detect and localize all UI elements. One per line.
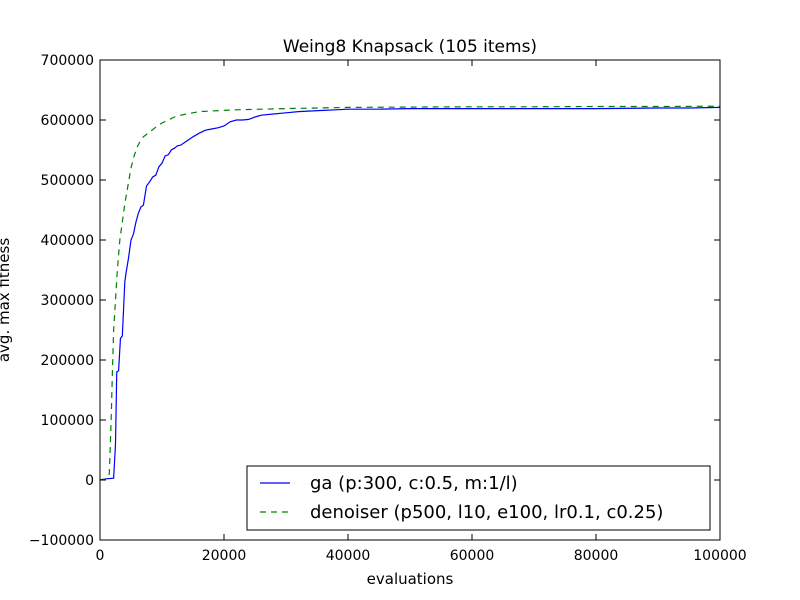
x-tick-label: 80000 — [574, 548, 619, 564]
series-line-0 — [99, 106, 721, 481]
chart-title: Weing8 Knapsack (105 items) — [283, 37, 537, 57]
legend-label-1: denoiser (p500, l10, e100, lr0.1, c0.25) — [310, 502, 663, 523]
x-tick-label: 0 — [96, 548, 105, 564]
y-tick-label: 0 — [85, 473, 94, 489]
x-tick-label: 60000 — [450, 548, 495, 564]
y-tick-label: 200000 — [41, 353, 94, 369]
y-tick-label: −100000 — [29, 533, 94, 549]
y-tick-label: 700000 — [41, 53, 94, 69]
y-axis-label: avg. max fitness — [0, 238, 13, 362]
x-tick-label: 40000 — [326, 548, 371, 564]
legend: ga (p:300, c:0.5, m:1/l) denoiser (p500, … — [246, 465, 711, 531]
x-axis-label: evaluations — [367, 570, 454, 588]
y-tick-label: 600000 — [41, 113, 94, 129]
x-tick-label: 100000 — [693, 548, 746, 564]
y-tick-label: 100000 — [41, 413, 94, 429]
y-tick-label: 300000 — [41, 293, 94, 309]
series-line-1 — [99, 105, 721, 481]
y-tick-label: 500000 — [41, 173, 94, 189]
legend-label-0: ga (p:300, c:0.5, m:1/l) — [310, 473, 518, 494]
axis-ticks: 0 20000 40000 60000 80000 100000−100000010000… — [29, 53, 747, 564]
legend-box — [246, 465, 711, 531]
x-tick-label: 20000 — [202, 548, 247, 564]
y-tick-label: 400000 — [41, 233, 94, 249]
